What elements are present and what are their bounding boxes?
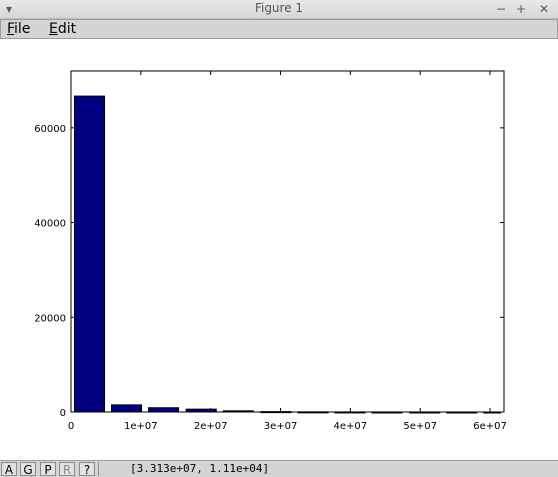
histogram-bar-3: [185, 408, 217, 413]
status-separator: [98, 462, 101, 476]
histogram-bar-1: [111, 404, 143, 413]
histogram-bar-5: [260, 411, 292, 414]
histogram-bar-7: [334, 411, 366, 414]
cursor-coordinates: [3.313e+07, 1.11e+04]: [130, 462, 270, 475]
minimize-icon[interactable]: −: [496, 2, 507, 16]
autoscale-button[interactable]: A: [1, 462, 17, 477]
y-tick-label-3: 60000: [34, 124, 66, 135]
window-title: Figure 1: [254, 1, 304, 15]
x-tick-label-0: 0: [68, 421, 74, 432]
menu-edit-label: dit: [57, 21, 77, 37]
histogram-bar-4: [222, 410, 254, 413]
histogram-bar-10: [446, 411, 478, 414]
x-axis-ticks: 0 1e+07 2e+07 3e+07 4e+07 5e+07 6e+07: [68, 71, 507, 432]
x-tick-label-1: 1e+07: [124, 421, 158, 432]
bars-layer: [73, 95, 502, 414]
status-bar: A G P R ? [3.313e+07, 1.11e+04]: [0, 460, 558, 477]
x-tick-label-2: 2e+07: [194, 421, 228, 432]
histogram-bar-9: [409, 411, 441, 414]
menu-file[interactable]: File: [7, 20, 30, 38]
menu-file-mnemonic: F: [7, 21, 15, 37]
help-button[interactable]: ?: [79, 462, 95, 477]
grid-button[interactable]: G: [20, 462, 36, 477]
menu-bar: File Edit: [0, 19, 558, 39]
x-tick-label-5: 5e+07: [403, 421, 437, 432]
y-tick-label-1: 20000: [34, 313, 66, 324]
close-icon[interactable]: ✕: [539, 2, 550, 16]
y-tick-label-2: 40000: [34, 219, 66, 230]
x-tick-label-4: 4e+07: [334, 421, 368, 432]
plot-area: [70, 70, 505, 413]
x-tick-label-3: 3e+07: [264, 421, 298, 432]
menu-edit-mnemonic: E: [49, 21, 58, 37]
maximize-icon[interactable]: +: [516, 2, 527, 16]
histogram-bar-0: [73, 95, 106, 413]
title-bar: ▾ Figure 1 − + ✕: [0, 0, 558, 19]
menu-file-label: ile: [14, 21, 31, 37]
x-tick-label-6: 6e+07: [473, 421, 507, 432]
y-tick-label-0: 0: [60, 408, 66, 419]
histogram-bar-11: [483, 411, 502, 414]
histogram-bar-8: [371, 411, 403, 414]
print-button[interactable]: P: [40, 462, 56, 477]
window-menu-icon[interactable]: ▾: [6, 2, 13, 16]
menu-edit[interactable]: Edit: [49, 20, 76, 38]
replot-button[interactable]: R: [59, 462, 75, 477]
histogram-bar-6: [297, 411, 329, 414]
histogram-bar-2: [148, 407, 180, 413]
y-axis-ticks: 0 20000 40000 60000: [34, 124, 504, 419]
